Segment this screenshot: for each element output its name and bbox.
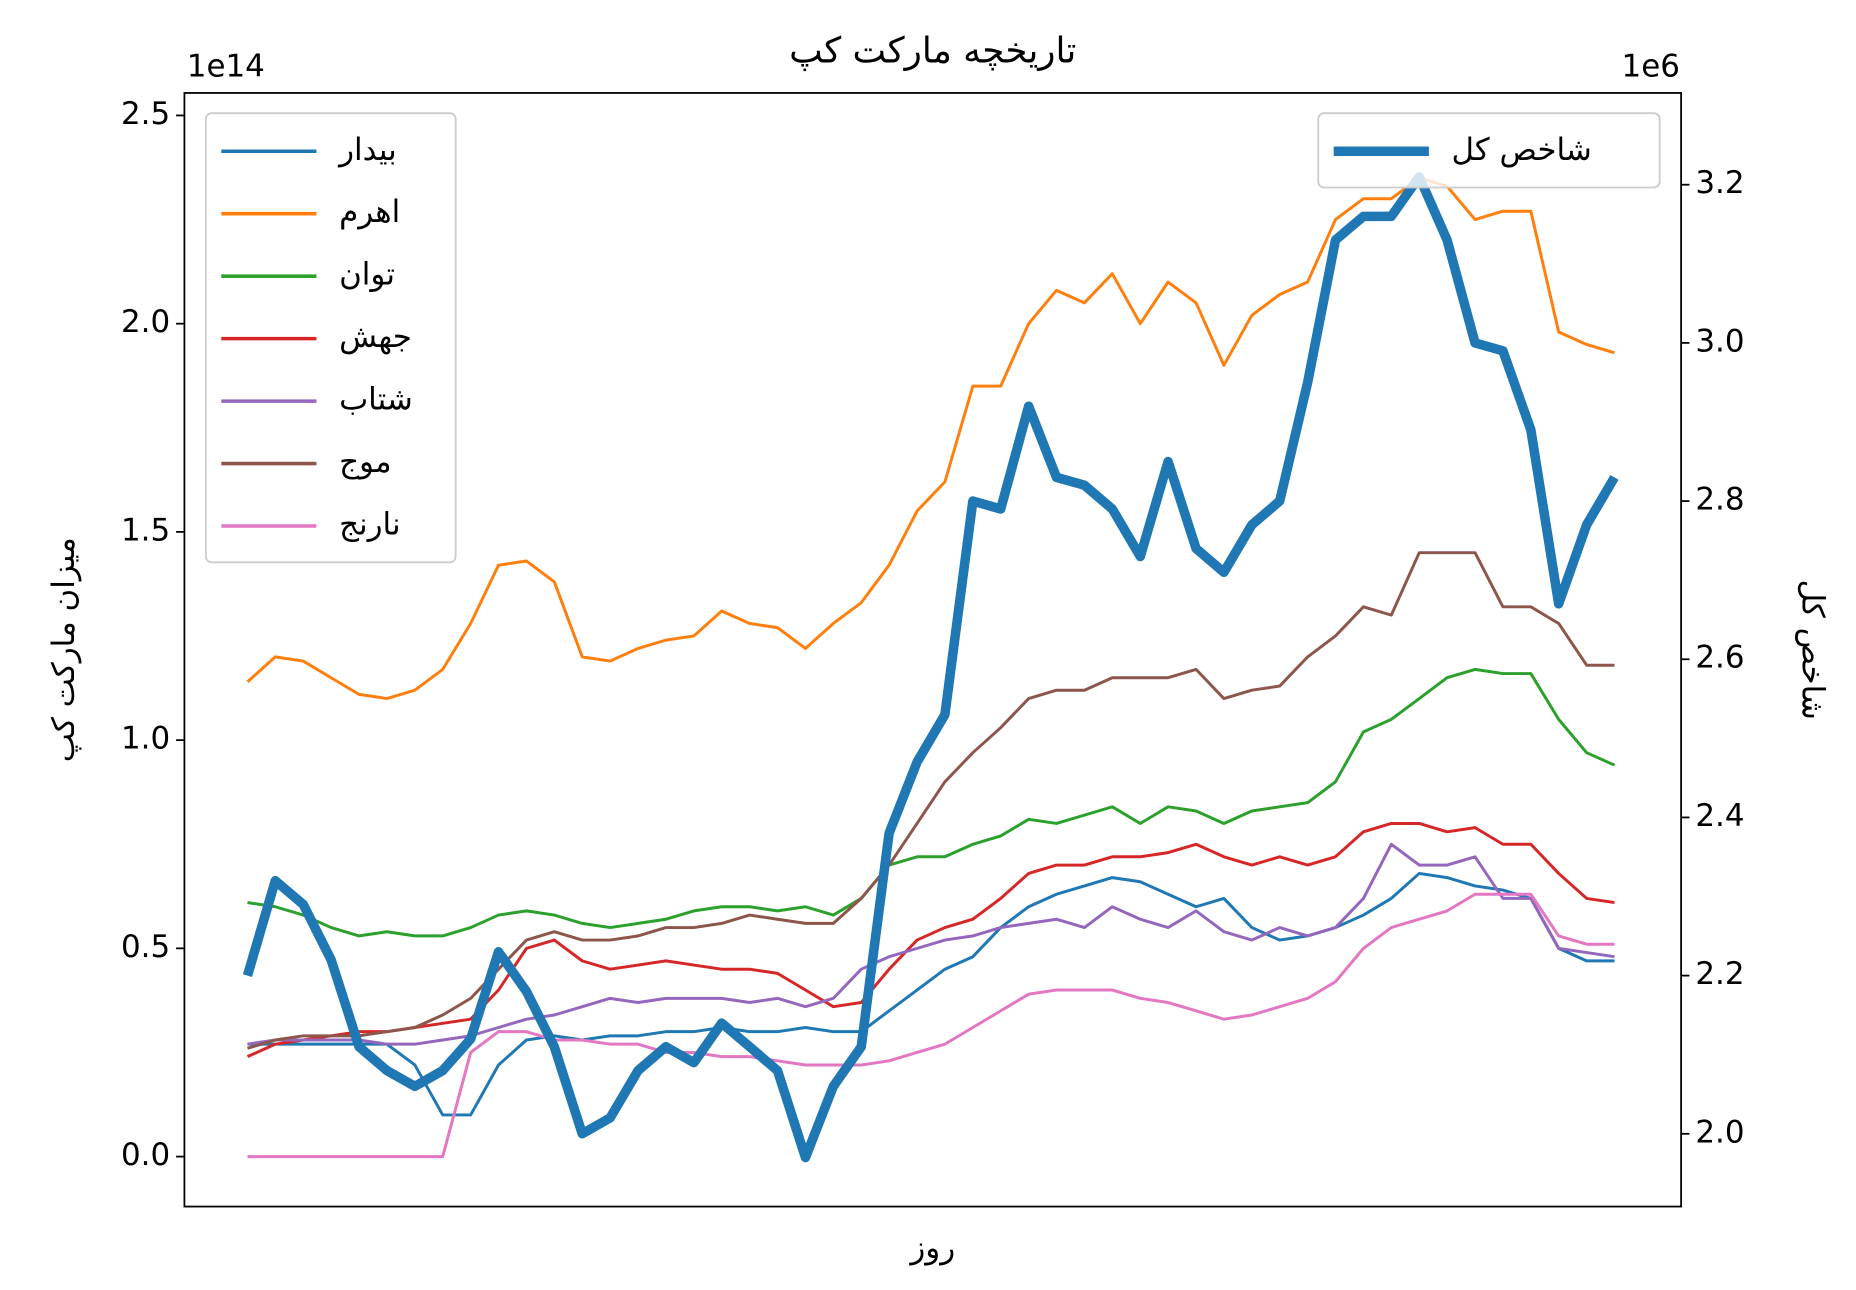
legend-label: توان [339,257,395,293]
legend-label: بیدار [337,132,397,168]
legend: بیدار اهرم توان جهش شتاب موج نارنج [204,112,457,564]
y2-tick-label: 3.2 [1695,165,1744,201]
y2-offset-text: 1e6 [1622,48,1680,84]
legend: شاخص کل [1317,112,1661,189]
legend-label: اهرم [339,194,400,230]
legend-box [204,112,457,564]
legend-label: موج [339,444,392,480]
y-tick-label: 0.0 [121,1137,170,1173]
y-tick-label: 1.5 [121,512,170,548]
y-tick-label: 2.0 [121,304,170,340]
series-line [247,667,1616,938]
legend-label: شاخص کل [1451,132,1591,168]
y-axis-label: میزان مارکت کپ [46,537,82,762]
y2-tick-label: 2.2 [1695,956,1744,992]
y-tick-label: 1.0 [121,721,170,757]
y2-tick-label: 2.4 [1695,798,1744,834]
legend-label: جهش [339,319,412,355]
y2-tick-label: 2.0 [1695,1114,1744,1150]
y2-tick-label: 2.6 [1695,640,1744,676]
legend-label: نارنج [339,507,401,543]
series-line [242,172,1619,1163]
plot-frame [183,92,1682,1208]
y2-axis-label: شاخص کل [1794,580,1830,720]
y2-tick-label: 3.0 [1695,323,1744,359]
y2-tick-label: 2.8 [1695,482,1744,518]
x-axis-label: روز [908,1230,955,1266]
y-tick-label: 2.5 [121,96,170,132]
y-tick-label: 0.5 [121,929,170,965]
series-line [247,892,1615,1159]
legend-box [1317,112,1661,189]
y-offset-text: 1e14 [187,48,265,84]
series-line [246,176,1615,701]
series-line [247,551,1615,1050]
chart-title: تاریخچه مارکت کپ [789,31,1076,72]
series-line [247,871,1615,1117]
legend-label: شتاب [339,382,413,418]
